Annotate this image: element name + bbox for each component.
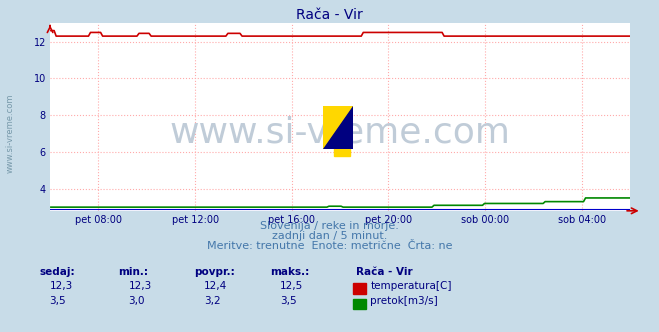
Bar: [334, 112, 350, 156]
Text: 12,4: 12,4: [204, 281, 227, 290]
Text: 12,3: 12,3: [129, 281, 152, 290]
Text: zadnji dan / 5 minut.: zadnji dan / 5 minut.: [272, 231, 387, 241]
Text: min.:: min.:: [119, 267, 149, 277]
Text: 12,3: 12,3: [49, 281, 72, 290]
Polygon shape: [323, 106, 353, 149]
Text: povpr.:: povpr.:: [194, 267, 235, 277]
Text: www.si-vreme.com: www.si-vreme.com: [169, 115, 511, 149]
Text: Slovenija / reke in morje.: Slovenija / reke in morje.: [260, 221, 399, 231]
Text: sedaj:: sedaj:: [40, 267, 75, 277]
Text: www.si-vreme.com: www.si-vreme.com: [5, 93, 14, 173]
Text: temperatura[C]: temperatura[C]: [370, 281, 452, 290]
Text: 3,5: 3,5: [280, 296, 297, 306]
Bar: [323, 106, 337, 128]
Text: 3,5: 3,5: [49, 296, 66, 306]
Text: Meritve: trenutne  Enote: metrične  Črta: ne: Meritve: trenutne Enote: metrične Črta: …: [207, 241, 452, 251]
Text: 3,0: 3,0: [129, 296, 145, 306]
Bar: [337, 106, 353, 128]
Polygon shape: [323, 106, 353, 149]
Polygon shape: [323, 106, 353, 149]
Text: pretok[m3/s]: pretok[m3/s]: [370, 296, 438, 306]
Text: maks.:: maks.:: [270, 267, 310, 277]
Text: 12,5: 12,5: [280, 281, 303, 290]
Bar: [337, 128, 353, 149]
Text: Rača - Vir: Rača - Vir: [356, 267, 413, 277]
Text: 3,2: 3,2: [204, 296, 221, 306]
Text: Rača - Vir: Rača - Vir: [296, 8, 363, 22]
